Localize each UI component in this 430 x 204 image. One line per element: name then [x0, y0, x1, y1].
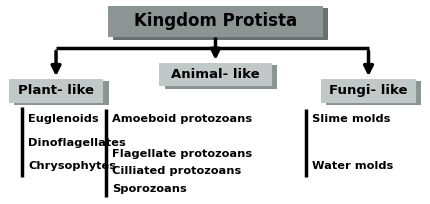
FancyBboxPatch shape: [108, 6, 322, 37]
Text: Dinoflagellates: Dinoflagellates: [28, 138, 126, 148]
FancyBboxPatch shape: [159, 63, 271, 86]
FancyBboxPatch shape: [164, 65, 276, 89]
Text: Water molds: Water molds: [312, 161, 393, 171]
FancyBboxPatch shape: [113, 8, 328, 40]
Text: Kingdom Protista: Kingdom Protista: [134, 12, 296, 30]
FancyBboxPatch shape: [14, 81, 108, 105]
Text: Sporozoans: Sporozoans: [112, 184, 186, 194]
Text: Flagellate protozoans: Flagellate protozoans: [112, 149, 252, 159]
Text: Cilliated protozoans: Cilliated protozoans: [112, 166, 241, 176]
FancyBboxPatch shape: [9, 79, 103, 102]
Text: Chrysophytes: Chrysophytes: [28, 161, 116, 171]
Text: Fungi- like: Fungi- like: [329, 84, 407, 97]
FancyBboxPatch shape: [326, 81, 420, 105]
Text: Amoeboid protozoans: Amoeboid protozoans: [112, 114, 252, 124]
FancyBboxPatch shape: [320, 79, 415, 102]
Text: Animal- like: Animal- like: [171, 68, 259, 81]
Text: Slime molds: Slime molds: [312, 114, 390, 124]
Text: Plant- like: Plant- like: [18, 84, 94, 97]
Text: Euglenoids: Euglenoids: [28, 114, 98, 124]
